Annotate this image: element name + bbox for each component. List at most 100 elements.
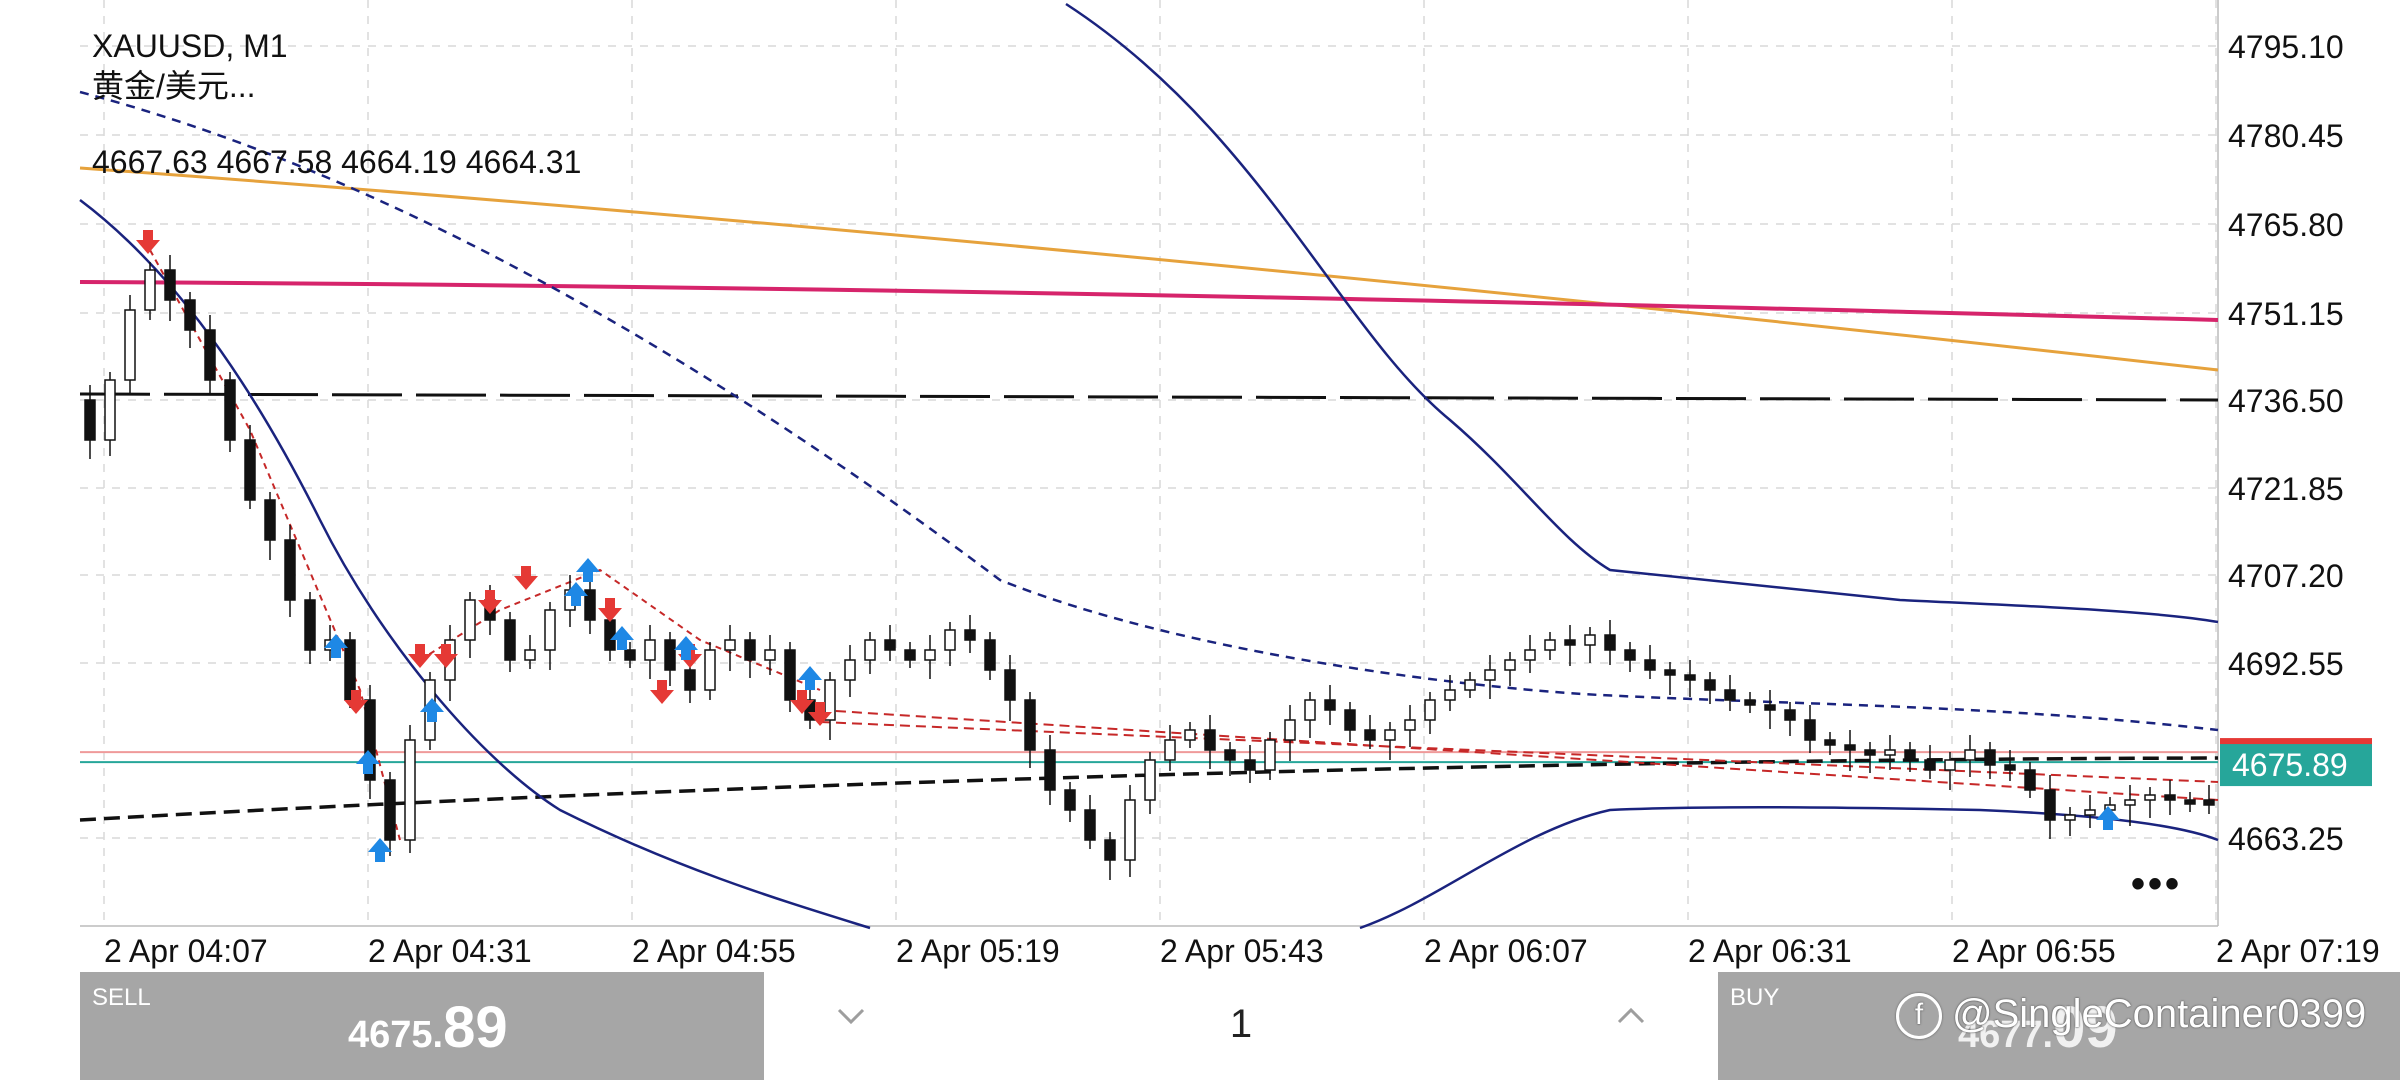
buy-signal-arrow [368,838,392,862]
signal-trend-lines [819,709,2219,801]
buy-signal-arrow [576,558,600,582]
candle-body [1964,749,1976,761]
symbol-description: 黄金/美元... [92,68,256,104]
candle-body [644,639,656,661]
candle-body [1724,689,1736,701]
buy-button[interactable]: BUY 4677.09 [1718,972,2400,1080]
candle-body [1364,729,1376,741]
candle-body [1704,679,1716,691]
candle-body [1424,699,1436,721]
candle-body [304,599,316,651]
candle-body [904,649,916,661]
candle-body [1844,744,1856,751]
candle-body [604,619,616,651]
current-price-tag [2220,744,2372,787]
candle-body [1284,719,1296,741]
candle-body [1744,699,1756,706]
sell-signal-arrow [790,690,814,714]
candle-body [884,639,896,651]
candle-body [264,499,276,541]
candle-body [1244,759,1256,771]
bollinger-upper [1065,2,2219,624]
candle-body [504,619,516,661]
bollinger-middle [79,90,2219,732]
price-axis-label: 4707.20 [2228,558,2344,594]
bollinger-lower [79,199,2219,930]
ask-price-marker [2220,738,2372,749]
quantity-value[interactable]: 1 [1229,1002,1253,1046]
sell-signal-arrow [478,590,502,614]
sell-signal-arrow [514,566,538,590]
candle-body [2024,769,2036,791]
candle-body [624,649,636,661]
chevron-up-icon[interactable] [1606,996,1656,1046]
candle-body [1164,739,1176,761]
watermark: f @SingleContainer0399 [1896,992,2367,1040]
current-price-label: 4675.89 [2232,747,2348,783]
buy-price-big: 09 [2053,995,2118,1060]
price-chart[interactable]: 4795.10 4780.45 4765.80 4751.15 4736.50 4721.… [0,0,2400,972]
candle-body [964,629,976,641]
candle-body [1124,799,1136,861]
price-axis-label: 4663.25 [2228,821,2344,857]
buy-signal-arrow [798,666,822,690]
buy-signal-arrow [674,636,698,660]
candle-body [2203,799,2215,806]
candle-body [1064,789,1076,811]
buy-signal-arrow [420,698,444,722]
sell-signal-arrow [650,680,674,704]
candle-body [864,639,876,661]
candle-body [1184,729,1196,741]
time-axis-label: 2 Apr 05:19 [896,933,1060,969]
candle-body [1784,709,1796,721]
candle-body [684,669,696,691]
symbol-title: XAUUSD, M1 [92,28,288,64]
price-axis-label: 4780.45 [2228,118,2344,154]
candle-body [1824,739,1836,746]
candlesticks [84,255,2215,880]
candle-body [824,679,836,721]
candle-body [1924,759,1936,771]
time-axis-label: 2 Apr 06:07 [1424,933,1588,969]
candle-body [204,329,216,381]
candle-body [1204,729,1216,751]
candle-body [1604,634,1616,651]
more-icon[interactable]: ••• [2130,862,2182,906]
candle-body [1684,674,1696,681]
candle-body [584,589,596,621]
trade-panel: SELL 4675.89 1 BUY 4677.09 [80,972,2400,1080]
candle-body [924,649,936,661]
candle-body [1484,669,1496,681]
candle-body [1944,759,1956,771]
candle-body [2124,799,2136,806]
candle-body [1584,634,1596,646]
buy-signal-arrow [564,582,588,606]
zigzag-line [149,249,821,841]
chevron-down-icon[interactable] [826,996,876,1046]
price-axis-label: 4736.50 [2228,383,2344,419]
ohlc-readout: 4667.63 4667.58 4664.19 4664.31 [92,144,582,180]
price-axis-label: 4721.85 [2228,471,2344,507]
watermark-text: @SingleContainer0399 [1952,992,2367,1036]
candle-body [464,599,476,641]
candle-body [544,609,556,651]
candle-body [1664,669,1676,676]
candle-body [2164,794,2176,801]
candle-body [1344,709,1356,731]
price-axis-label: 4751.15 [2228,296,2344,332]
candle-body [1644,659,1656,671]
candle-body [1624,649,1636,661]
sell-button[interactable]: SELL 4675.89 [80,972,764,1080]
candle-body [144,269,156,311]
quantity-stepper: 1 [764,972,1718,1080]
price-axis-label: 4692.55 [2228,646,2344,682]
candle-body [1264,739,1276,771]
candle-body [524,649,536,661]
candle-body [2084,809,2096,816]
price-axis-label: 4795.10 [2228,29,2344,65]
candle-body [664,639,676,671]
sell-signal-arrow [344,690,368,714]
candle-body [1804,719,1816,741]
candle-body [1004,669,1016,701]
candle-body [2184,799,2196,805]
